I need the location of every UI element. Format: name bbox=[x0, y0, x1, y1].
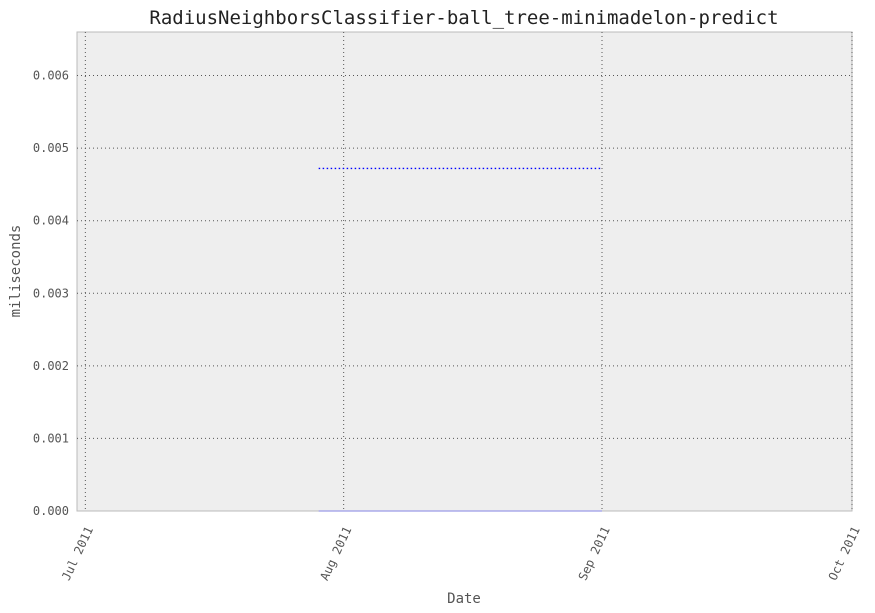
y-tick-label: 0.004 bbox=[33, 214, 69, 228]
series-group bbox=[318, 167, 602, 512]
x-axis-label: Date bbox=[447, 591, 481, 607]
y-axis-label: miliseconds bbox=[8, 225, 24, 318]
y-tick-label: 0.003 bbox=[33, 286, 69, 300]
y-tick-label: 0.001 bbox=[33, 431, 69, 445]
x-tick-label: Sep 2011 bbox=[576, 524, 613, 582]
chart-title: RadiusNeighborsClassifier-ball_tree-mini… bbox=[149, 7, 778, 29]
x-tick-label: Oct 2011 bbox=[826, 524, 863, 582]
y-tick-label: 0.002 bbox=[33, 359, 69, 373]
y-tick-label: 0.005 bbox=[33, 141, 69, 155]
y-tick-label: 0.006 bbox=[33, 69, 69, 83]
x-tick-label: Jul 2011 bbox=[59, 524, 96, 582]
y-tick-label: 0.000 bbox=[33, 504, 69, 518]
y-tick-labels: 0.000 0.001 0.002 0.003 0.004 0.005 0.006 bbox=[33, 69, 69, 518]
x-tick-labels: Jul 2011 Aug 2011 Sep 2011 Oct 2011 bbox=[59, 524, 863, 582]
plot-area bbox=[76, 31, 853, 512]
x-tick-label: Aug 2011 bbox=[317, 524, 354, 582]
